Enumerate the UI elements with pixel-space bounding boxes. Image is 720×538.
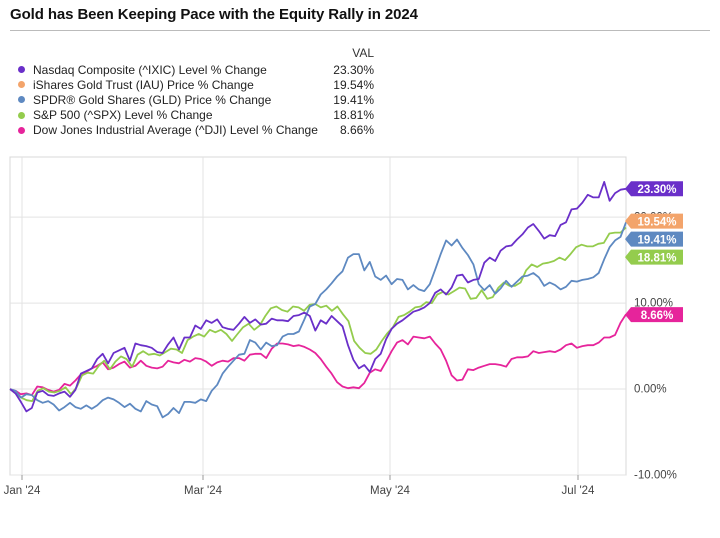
badge-shape <box>625 181 683 197</box>
series-line <box>9 313 627 397</box>
title-divider <box>10 30 710 31</box>
x-tick-label: May '24 <box>370 485 411 497</box>
legend-item: Dow Jones Industrial Average (^DJI) Leve… <box>18 123 374 138</box>
badge-label: 18.81% <box>637 252 676 264</box>
legend-label: iShares Gold Trust (IAU) Price % Change <box>33 77 254 92</box>
end-value-badge: 18.81% <box>625 249 683 265</box>
legend-swatch <box>18 111 25 119</box>
badge-label: 23.30% <box>637 184 676 196</box>
badge-shape <box>625 213 683 229</box>
plot-area <box>9 156 627 476</box>
legend-swatch <box>18 81 25 89</box>
x-tick-label: Mar '24 <box>184 485 223 497</box>
legend-value: 8.66% <box>339 123 374 138</box>
legend-swatch <box>18 126 25 134</box>
end-value-badge: 19.41% <box>625 231 683 247</box>
legend-value: 19.54% <box>333 77 374 92</box>
badge-shape <box>625 307 683 323</box>
y-tick-label: -10.00% <box>634 470 677 482</box>
legend-label: Dow Jones Industrial Average (^DJI) Leve… <box>33 123 318 138</box>
legend-value-header: VAL <box>352 46 374 60</box>
y-tick-label: 10.00% <box>634 298 673 310</box>
legend: VAL Nasdaq Composite (^IXIC) Level % Cha… <box>18 46 374 138</box>
series-line <box>9 221 627 419</box>
legend-label: S&P 500 (^SPX) Level % Change <box>33 108 213 123</box>
legend-item: iShares Gold Trust (IAU) Price % Change 1… <box>18 77 374 92</box>
chart-title: Gold has Been Keeping Pace with the Equi… <box>10 6 418 23</box>
badge-shape <box>625 231 683 247</box>
legend-value: 23.30% <box>333 62 374 77</box>
series-line <box>9 180 627 413</box>
legend-swatch <box>18 66 25 74</box>
legend-item: SPDR® Gold Shares (GLD) Price % Change 19… <box>18 92 374 107</box>
legend-item: S&P 500 (^SPX) Level % Change 18.81% <box>18 108 374 123</box>
end-value-badge: 8.66% <box>625 307 683 323</box>
badge-label: 8.66% <box>641 310 674 322</box>
series-line <box>9 226 627 403</box>
badge-shape <box>625 249 683 265</box>
end-value-badge: 19.54% <box>625 213 683 229</box>
legend-label: SPDR® Gold Shares (GLD) Price % Change <box>33 92 272 107</box>
x-tick-label: Jul '24 <box>562 485 595 497</box>
legend-value: 18.81% <box>333 108 374 123</box>
badge-label: 19.41% <box>637 234 676 246</box>
legend-value: 19.41% <box>333 92 374 107</box>
legend-label: Nasdaq Composite (^IXIC) Level % Change <box>33 62 267 77</box>
legend-item: Nasdaq Composite (^IXIC) Level % Change 2… <box>18 62 374 77</box>
y-tick-label: 0.00% <box>634 384 667 396</box>
end-value-badge: 23.30% <box>625 181 683 197</box>
badge-label: 19.54% <box>637 216 676 228</box>
legend-swatch <box>18 96 25 104</box>
x-tick-label: Jan '24 <box>4 485 41 497</box>
